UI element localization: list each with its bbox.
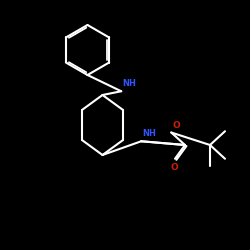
- Text: O: O: [172, 121, 180, 130]
- Text: O: O: [170, 163, 178, 172]
- Text: NH: NH: [142, 129, 156, 138]
- Text: NH: NH: [122, 79, 136, 88]
